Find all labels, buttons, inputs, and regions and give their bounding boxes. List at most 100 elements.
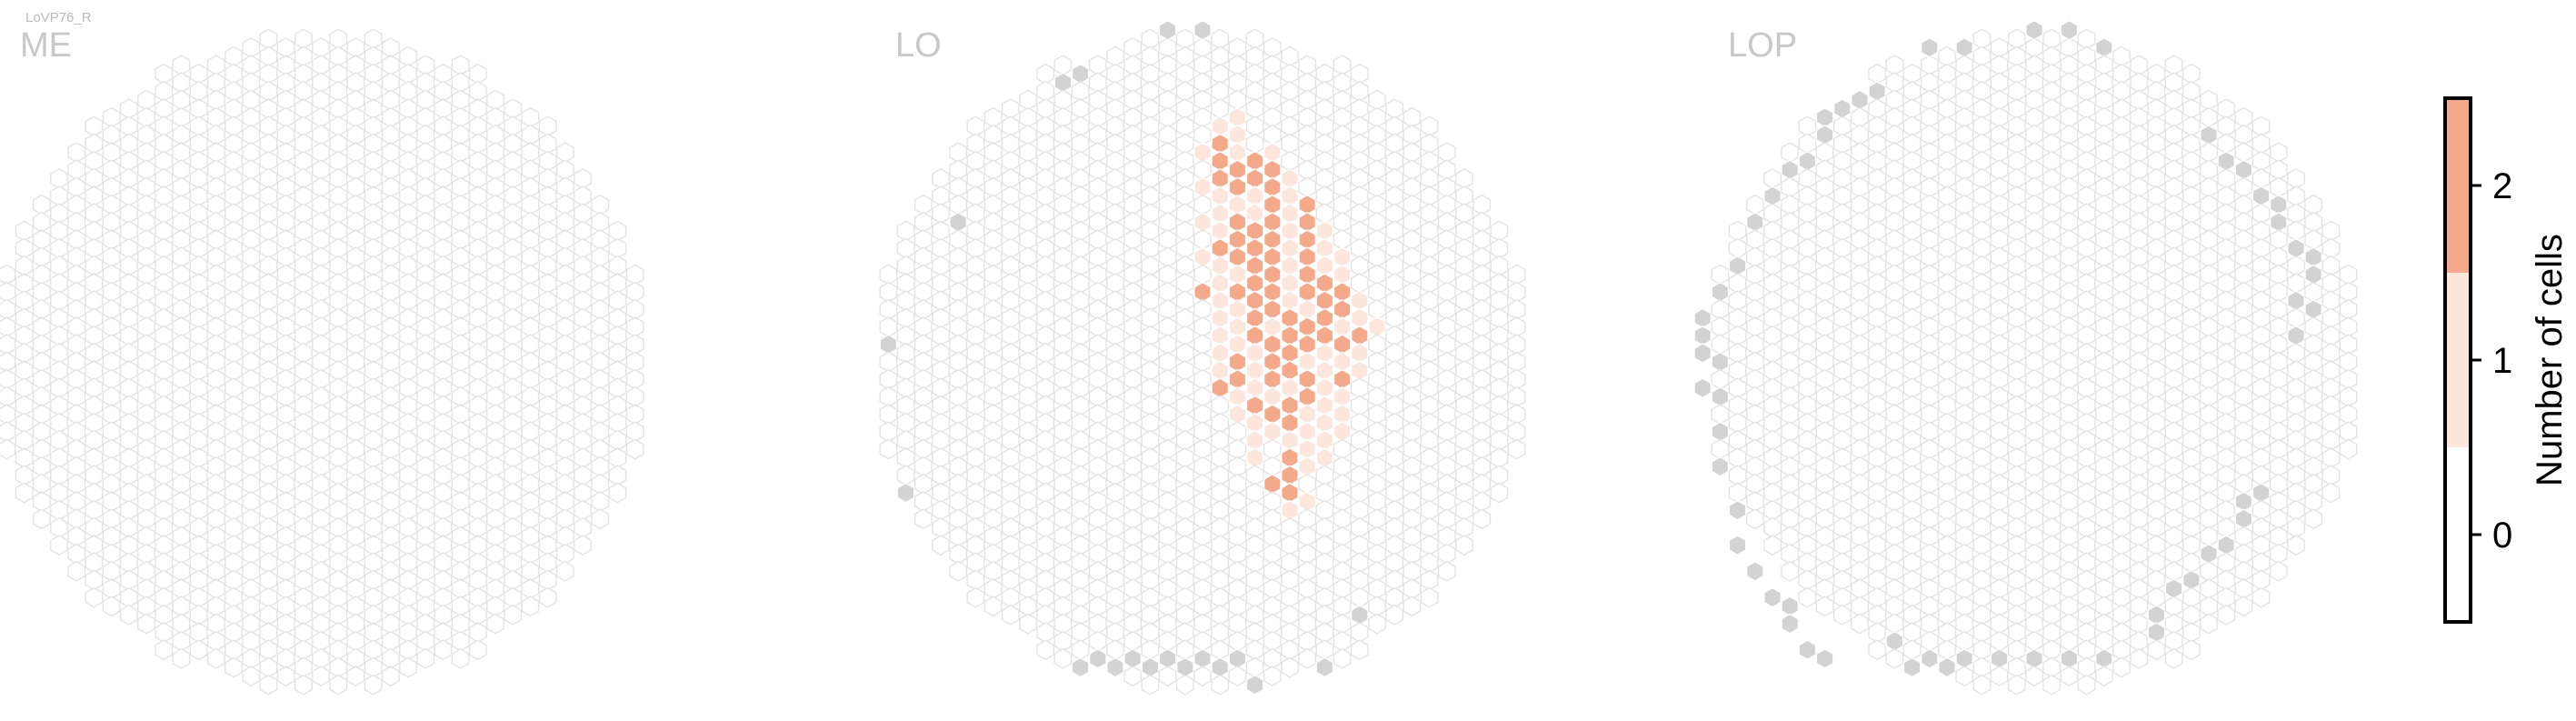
hex-empty [1711,298,1730,320]
hex-empty [2130,473,2149,495]
hex-grey [1728,499,1747,521]
hex-empty [1123,36,1143,58]
hex-empty [2112,203,2131,225]
hex-empty [2112,586,2131,608]
hex-empty [312,89,330,111]
hex-empty [1263,543,1282,565]
hex-empty [119,447,138,469]
hex-empty [416,229,435,251]
hex-empty [1885,386,1904,407]
hex-empty [1088,159,1107,181]
hex-empty [1938,80,1956,102]
hex-empty [2112,395,2131,416]
hex-empty [1815,596,1834,617]
hex-empty [1175,360,1194,382]
hex-empty [896,220,915,242]
hex-empty [1368,473,1386,495]
hex-empty [2252,516,2271,538]
hex-empty [1228,72,1247,94]
hex-empty [2234,578,2253,600]
hex-empty [1368,578,1386,600]
hex-empty [1851,438,1869,460]
hex-empty [67,404,86,426]
hex-empty [2130,194,2149,215]
hex-empty [399,237,417,259]
hex-grey [1245,674,1264,696]
hex-empty [2182,185,2201,207]
hex-empty [381,630,400,652]
hex-empty [2042,465,2062,486]
hex-grey [2217,150,2236,172]
hex-count-2 [1263,211,1282,233]
hex-empty [242,36,261,58]
hex-empty [1228,526,1247,547]
hex-empty [364,499,383,521]
hex-empty [1088,526,1107,547]
hex-empty [1211,80,1230,102]
hex-empty [1019,142,1037,164]
hex-empty [2321,429,2341,451]
hex-empty [966,465,985,486]
hex-empty [2007,28,2026,50]
hex-empty [137,613,155,635]
hex-empty [1158,613,1177,635]
hex-empty [2077,360,2096,382]
hex-empty [1902,133,1922,155]
hex-empty [2025,386,2043,407]
hex-count-2 [1245,167,1264,189]
hex-empty [2164,316,2183,338]
hex-empty [276,596,295,617]
hex-empty [966,395,985,416]
hex-count-2 [1298,334,1317,355]
hex-empty [137,176,155,198]
hex-empty [1781,421,1800,443]
hex-empty [2060,368,2079,390]
hex-empty [1473,386,1492,407]
hex-empty [1815,194,1834,215]
hex-empty [137,404,155,426]
hex-empty [1053,456,1073,477]
hex-empty [225,465,243,486]
hex-empty [504,604,523,626]
hex-empty [1972,133,1992,155]
hex-empty [2060,596,2079,617]
hex-grey [2304,246,2323,268]
hex-empty [1053,229,1073,251]
hex-empty [1175,325,1194,346]
hex-empty [416,142,435,164]
hex-empty [2094,246,2113,268]
hex-empty [1298,630,1317,652]
hex-count-1 [1228,316,1247,338]
hex-count-2 [1228,159,1247,181]
hex-count-1 [1333,316,1352,338]
hex-empty [1211,569,1230,591]
hex-empty [504,447,523,469]
hex-empty [1036,552,1055,574]
hex-empty [1315,639,1334,661]
hex-empty [1053,560,1073,582]
hex-empty [2200,334,2218,355]
hex-empty [1473,194,1492,215]
hex-empty [1123,89,1143,111]
hex-empty [625,368,644,390]
hex-empty [2060,334,2079,355]
hex-empty [1123,142,1143,164]
hex-empty [1368,613,1386,635]
hex-empty [346,578,365,600]
hex-empty [2094,194,2113,215]
hex-empty [225,639,243,661]
hex-empty [1455,377,1473,399]
hex-empty [2164,560,2183,582]
hex-empty [2077,307,2096,329]
hex-empty [2112,185,2131,207]
hex-empty [1193,421,1212,443]
hex-empty [2164,526,2183,547]
hex-empty [1106,552,1124,574]
hex-empty [1211,516,1230,538]
hex-empty [381,211,400,233]
hex-empty [2252,499,2271,521]
hex-empty [189,80,208,102]
hex-empty [1245,639,1264,661]
hex-empty [294,674,313,696]
hex-empty [1885,578,1904,600]
